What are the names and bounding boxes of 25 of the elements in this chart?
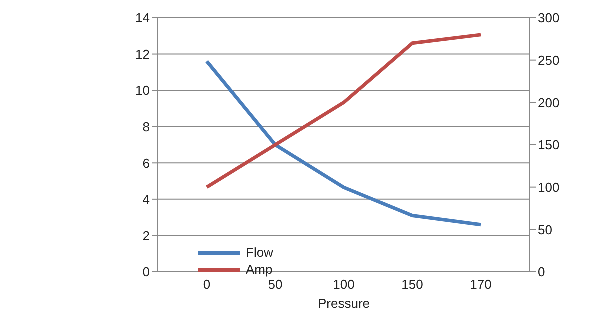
y2-tick-label: 250 (538, 52, 560, 68)
y2-tick-label: 300 (538, 10, 560, 26)
y-tick-label: 8 (142, 119, 150, 134)
y-tick-label: 6 (142, 156, 150, 171)
line-series (205, 33, 483, 190)
y2-tick-label: 150 (538, 138, 560, 153)
x-axis-title: Pressure (318, 296, 370, 311)
y2-tick-label: 100 (538, 180, 560, 195)
y2-tick-label: 50 (538, 222, 552, 238)
y-tick-label: 2 (142, 228, 150, 244)
x-tick-label: 170 (470, 277, 492, 292)
y-tick-label: 14 (136, 10, 150, 26)
y-tick-label: 12 (136, 46, 150, 62)
legend-label: Amp (246, 262, 273, 277)
y-tick-label: 0 (142, 264, 150, 280)
y-tick-label: 4 (142, 192, 150, 208)
x-tick-label: 0 (203, 277, 211, 292)
y2-tick-label: 0 (538, 264, 546, 280)
x-tick-label: 100 (333, 277, 355, 292)
y2-tick-label: 200 (538, 95, 560, 110)
y-tick-label: 10 (136, 83, 150, 98)
legend-label: Flow (246, 245, 274, 260)
line-series (205, 60, 483, 227)
x-tick-label: 150 (402, 277, 424, 292)
x-tick-label: 50 (268, 277, 283, 292)
